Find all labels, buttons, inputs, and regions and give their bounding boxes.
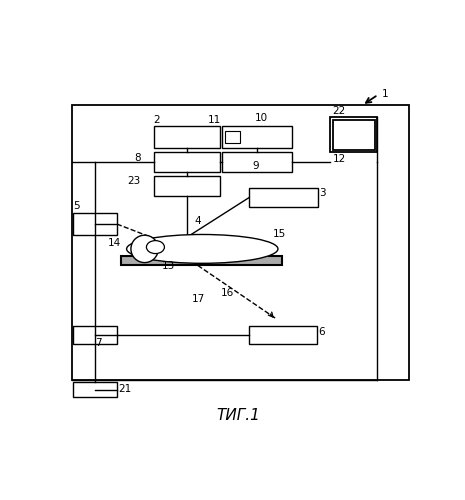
Text: 23: 23 [127, 176, 140, 186]
Text: 11: 11 [208, 115, 221, 125]
Bar [225, 130, 240, 143]
Text: 22: 22 [333, 106, 346, 116]
Bar [249, 326, 317, 344]
Bar [222, 126, 292, 148]
Text: 1: 1 [381, 90, 388, 100]
Bar [153, 152, 220, 172]
Circle shape [131, 235, 158, 262]
Text: 10: 10 [254, 114, 268, 124]
Bar [121, 256, 281, 265]
Ellipse shape [146, 240, 165, 254]
Ellipse shape [126, 234, 278, 264]
Text: 12: 12 [333, 154, 346, 164]
Bar [72, 104, 410, 380]
Bar [73, 213, 117, 235]
Text: 5: 5 [73, 202, 80, 211]
Text: 21: 21 [119, 384, 132, 394]
Text: 9: 9 [253, 160, 259, 170]
Bar [222, 152, 292, 172]
Text: 3: 3 [319, 188, 326, 198]
Text: 8: 8 [134, 153, 141, 163]
Text: 16: 16 [221, 288, 234, 298]
Text: ΤИГ.1: ΤИГ.1 [216, 408, 260, 423]
Bar [73, 382, 117, 398]
Text: 6: 6 [319, 327, 325, 337]
Text: 17: 17 [192, 294, 206, 304]
Text: 15: 15 [272, 229, 286, 239]
Text: 13: 13 [162, 260, 175, 270]
Bar [153, 176, 220, 197]
Bar [330, 118, 377, 152]
Text: 4: 4 [194, 216, 201, 226]
Bar [153, 126, 220, 148]
Bar [333, 120, 374, 150]
Bar [249, 188, 318, 206]
Text: 7: 7 [95, 338, 102, 348]
Text: 2: 2 [153, 115, 160, 125]
Bar [73, 326, 117, 344]
Text: 14: 14 [108, 238, 121, 248]
